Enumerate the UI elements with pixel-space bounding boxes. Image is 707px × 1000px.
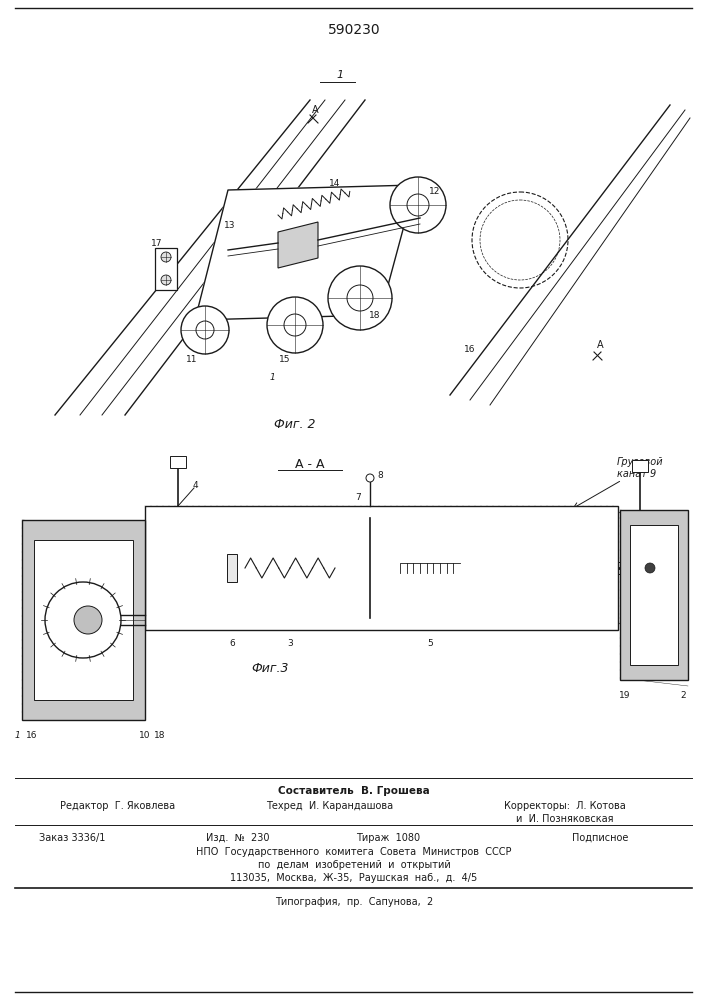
- Text: Заказ 3336/1: Заказ 3336/1: [39, 833, 105, 843]
- Text: Редактор  Г. Яковлева: Редактор Г. Яковлева: [60, 801, 175, 811]
- Text: Грузовой
канат 9: Грузовой канат 9: [617, 457, 664, 479]
- Text: 13: 13: [224, 221, 235, 230]
- Text: НПО  Государственного  комитега  Совета  Министров  СССР: НПО Государственного комитега Совета Мин…: [197, 847, 512, 857]
- Circle shape: [74, 606, 102, 634]
- Text: 4: 4: [192, 482, 198, 490]
- Text: Типография,  пр.  Сапунова,  2: Типография, пр. Сапунова, 2: [275, 897, 433, 907]
- Text: 5: 5: [427, 640, 433, 648]
- Text: 1: 1: [14, 732, 20, 740]
- Circle shape: [45, 582, 121, 658]
- Text: 7: 7: [355, 493, 361, 502]
- Text: 113035,  Москва,  Ж-35,  Раушская  наб.,  д.  4/5: 113035, Москва, Ж-35, Раушская наб., д. …: [230, 873, 478, 883]
- Text: 1: 1: [269, 373, 275, 382]
- Text: Фиг.3: Фиг.3: [251, 662, 288, 674]
- Text: по  делам  изобретений  и  открытий: по делам изобретений и открытий: [257, 860, 450, 870]
- Text: 8: 8: [377, 472, 383, 481]
- Bar: [22, 520, 145, 720]
- Text: 18: 18: [369, 312, 381, 320]
- Text: A - A: A - A: [296, 458, 325, 472]
- Text: 16: 16: [26, 732, 37, 740]
- Polygon shape: [278, 222, 318, 268]
- Text: 19: 19: [619, 692, 631, 700]
- Text: Тираж  1080: Тираж 1080: [356, 833, 420, 843]
- Text: 3: 3: [287, 640, 293, 648]
- Text: 11: 11: [186, 356, 198, 364]
- Polygon shape: [195, 185, 415, 320]
- Circle shape: [390, 177, 446, 233]
- Text: 10: 10: [139, 732, 151, 740]
- Text: 590230: 590230: [327, 23, 380, 37]
- Text: 1: 1: [337, 70, 344, 80]
- Text: A: A: [597, 340, 603, 350]
- Bar: [227, 554, 237, 582]
- Circle shape: [161, 275, 171, 285]
- Text: 18: 18: [154, 732, 165, 740]
- Bar: [145, 506, 618, 630]
- Text: и  И. Позняковская: и И. Позняковская: [516, 814, 614, 824]
- Text: Корректоры:  Л. Котова: Корректоры: Л. Котова: [504, 801, 626, 811]
- Text: 2: 2: [680, 692, 686, 700]
- Text: 10: 10: [293, 243, 303, 252]
- Text: 14: 14: [329, 178, 341, 188]
- Text: 16: 16: [464, 346, 476, 355]
- Circle shape: [161, 252, 171, 262]
- Text: Техред  И. Карандашова: Техред И. Карандашова: [267, 801, 394, 811]
- Circle shape: [645, 563, 655, 573]
- Text: 17: 17: [151, 238, 163, 247]
- Bar: [620, 510, 688, 680]
- Text: 12: 12: [429, 188, 440, 196]
- Bar: [632, 460, 648, 472]
- Circle shape: [181, 306, 229, 354]
- Text: Изд.  №  230: Изд. № 230: [206, 833, 270, 843]
- Text: Составитель  В. Грошева: Составитель В. Грошева: [278, 786, 430, 796]
- Bar: [170, 456, 186, 468]
- Text: Подписное: Подписное: [572, 833, 629, 843]
- Text: 6: 6: [229, 640, 235, 648]
- Text: 15: 15: [279, 356, 291, 364]
- Bar: [155, 248, 177, 290]
- Bar: [34, 540, 133, 700]
- Bar: [630, 525, 678, 665]
- Text: Фиг. 2: Фиг. 2: [274, 418, 316, 432]
- Circle shape: [328, 266, 392, 330]
- Circle shape: [267, 297, 323, 353]
- Circle shape: [366, 474, 374, 482]
- Text: A: A: [312, 105, 318, 115]
